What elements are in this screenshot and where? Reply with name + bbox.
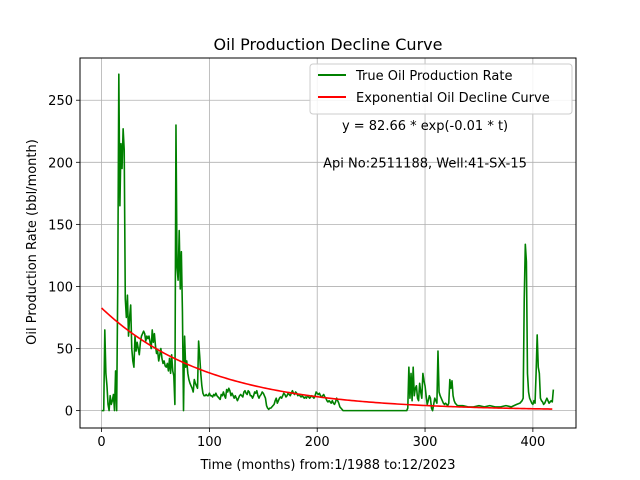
legend: True Oil Production Rate Exponential Oil… xyxy=(309,63,573,115)
legend-label-exponential: Exponential Oil Decline Curve xyxy=(356,91,550,106)
y-axis-label: Oil Production Rate (bbl/month) xyxy=(25,139,40,345)
series-line-0 xyxy=(101,73,555,412)
x-tick-label: 200 xyxy=(305,435,330,450)
y-tick-label: 50 xyxy=(56,343,73,358)
series-layer xyxy=(101,73,555,412)
plot-frame xyxy=(79,57,577,429)
ticks: 0 100 200 300 400 0 50 100 150 200 250 xyxy=(48,94,545,450)
legend-label-true-oil: True Oil Production Rate xyxy=(355,69,512,84)
legend-box xyxy=(309,63,573,115)
x-tick-label: 100 xyxy=(197,435,222,450)
x-tick-label: 0 xyxy=(97,435,105,450)
y-tick-label: 100 xyxy=(48,280,73,295)
chart-title: Oil Production Decline Curve xyxy=(214,35,443,54)
y-tick-label: 150 xyxy=(48,218,73,233)
y-tick-label: 200 xyxy=(48,156,73,171)
x-axis-label: Time (months) from:1/1988 to:12/2023 xyxy=(199,458,455,473)
x-tick-label: 400 xyxy=(520,435,545,450)
annotation-0: y = 82.66 * exp(-0.01 * t) xyxy=(342,119,508,134)
annotation-1: Api No:2511188, Well:41-SX-15 xyxy=(323,156,527,171)
y-tick-label: 250 xyxy=(48,94,73,109)
x-tick-label: 300 xyxy=(413,435,438,450)
annotations: y = 82.66 * exp(-0.01 * t) Api No:2511188… xyxy=(323,119,527,171)
grid xyxy=(80,58,576,428)
y-tick-label: 0 xyxy=(65,405,73,420)
series-line-1 xyxy=(101,307,553,410)
